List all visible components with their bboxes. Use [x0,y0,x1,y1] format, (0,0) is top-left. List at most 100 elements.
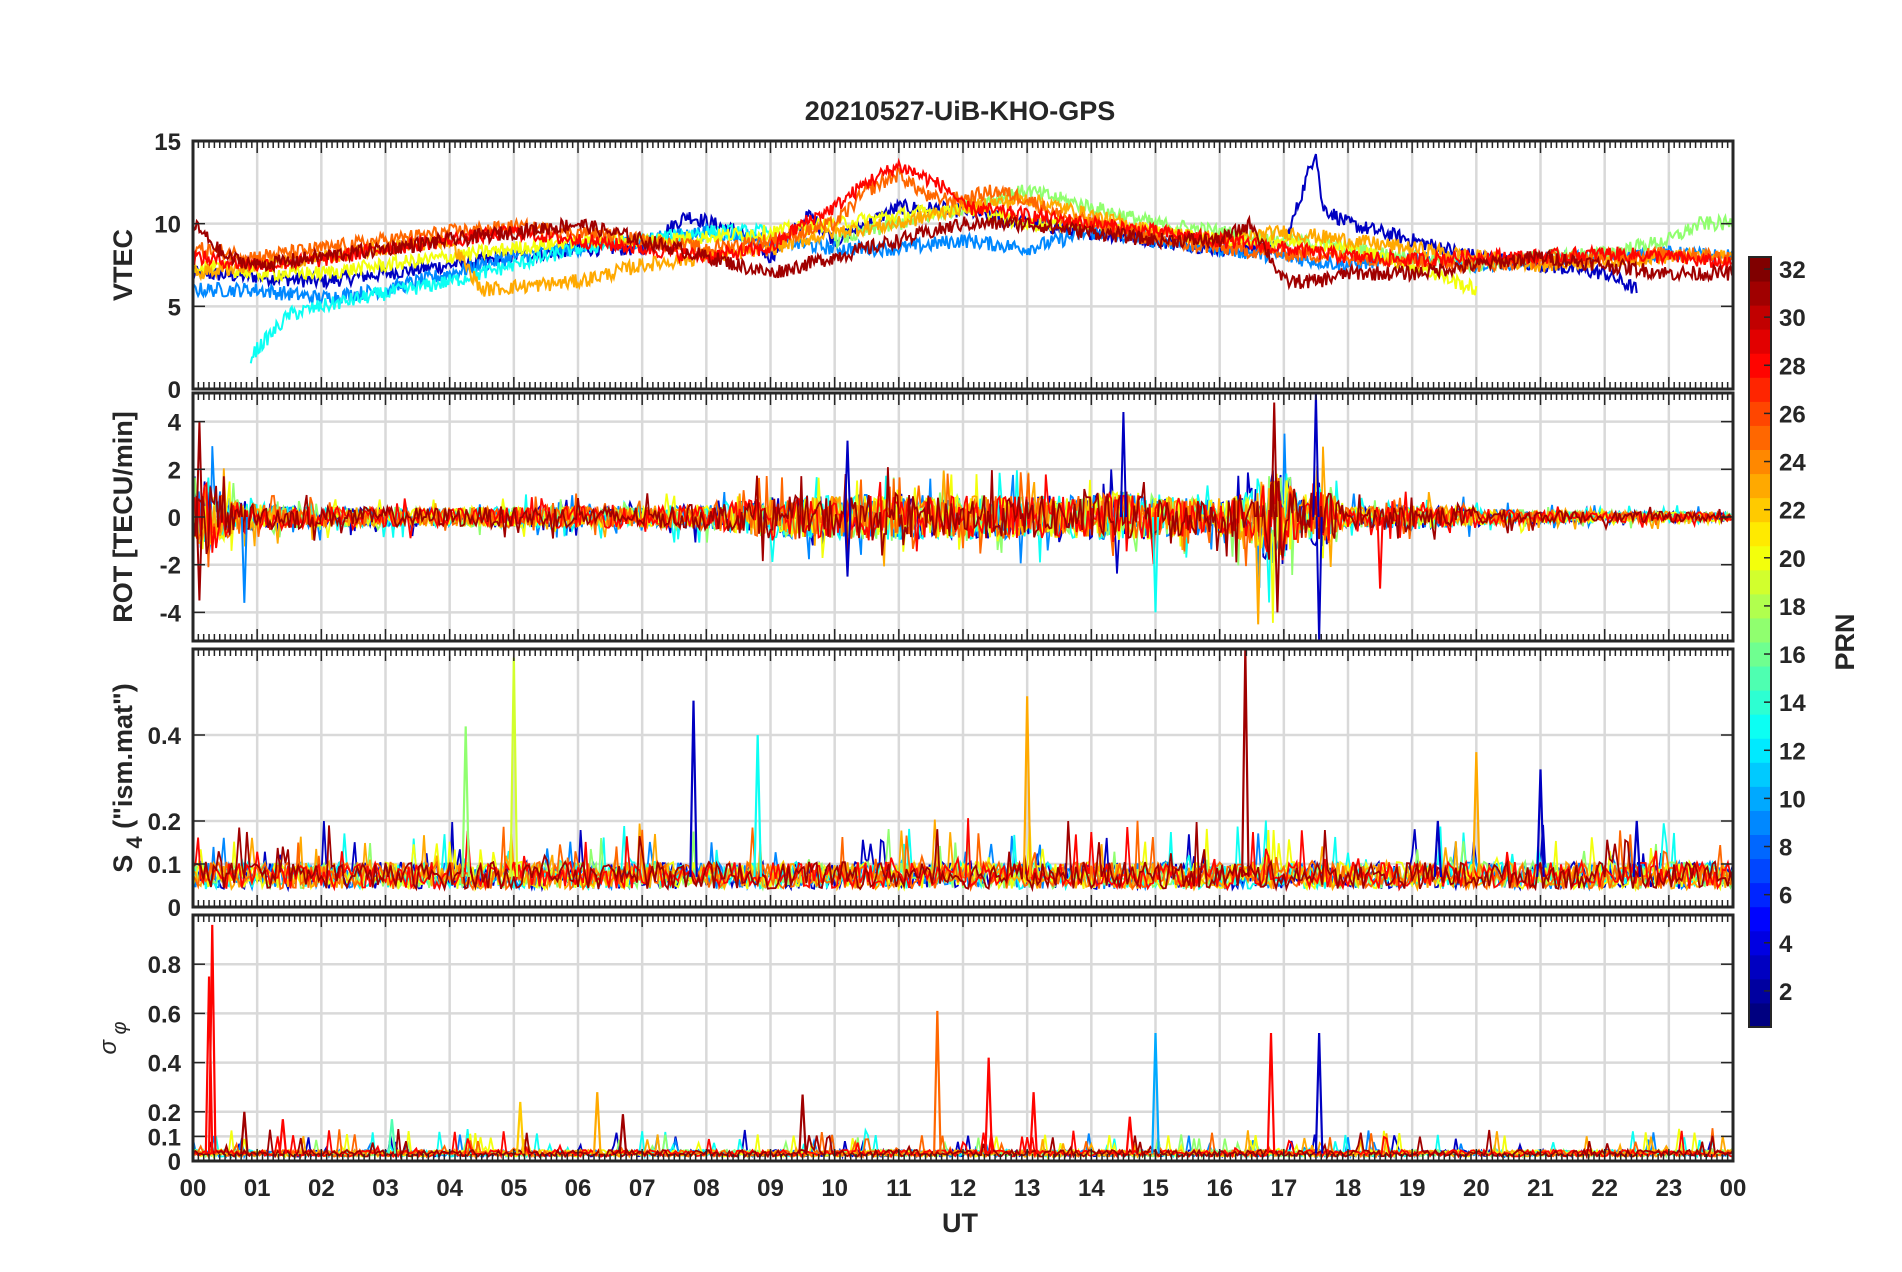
rot-spike [1315,516,1323,641]
colorbar-tick-label: 24 [1779,450,1806,477]
sigma-phi-spike [798,1094,807,1154]
panel-1: 0 5 10 15 VTEC [108,129,1735,404]
s4-spike [1536,769,1545,877]
y-tick-label: 0 [168,895,181,922]
colorbar-swatch [1749,642,1771,667]
s4-series-prn-31 [193,820,1733,893]
colorbar-swatch [1749,257,1771,282]
colorbar-tick-label: 30 [1779,305,1806,332]
colorbar-swatch [1749,738,1771,763]
colorbar-tick-label: 26 [1779,401,1806,428]
vtec-series-prn-31 [193,214,1733,291]
colorbar-swatch [1749,666,1771,691]
colorbar-swatch [1749,978,1771,1004]
colorbar-swatch [1749,281,1771,306]
rot-spike [1273,516,1281,613]
y-tick-label: -2 [160,553,181,580]
colorbar-swatch [1749,762,1771,787]
x-tick-label: 00 [180,1175,207,1202]
colorbar-swatch [1749,906,1771,932]
colorbar-swatch [1749,329,1771,354]
x-tick-label: 05 [500,1175,527,1202]
colorbar-tick-label: 10 [1779,786,1806,813]
x-tick-labels: 00 01 02 03 04 05 06 07 08 09 10 11 12 13 14 15 16 17 18 19… [180,1175,1747,1202]
x-tick-label: 10 [821,1175,848,1202]
sigma-phi-spike [387,1119,397,1154]
x-tick-label: 00 [1720,1175,1747,1202]
sigma-phi-spike [278,1119,288,1154]
colorbar-swatch [1749,497,1771,523]
s4-spike [1022,696,1032,877]
x-tick-label: 03 [372,1175,399,1202]
y-tick-label: 0.2 [148,1100,181,1127]
x-tick-label: 02 [308,1175,335,1202]
x-tick-label: 08 [693,1175,720,1202]
colorbar-swatch [1749,954,1771,980]
y-tick-label: 0.2 [148,809,181,836]
x-tick-label: 23 [1655,1175,1682,1202]
colorbar-label: PRN [1830,613,1860,670]
sigma-phi-spike [592,1092,602,1154]
colorbar-swatch [1749,714,1771,739]
vtec-series-prn-28 [193,157,1733,274]
rot-series-prn-28 [193,474,1732,565]
vtec-series-prn-9 [193,222,1733,305]
sigma-phi-spike [933,1010,942,1154]
colorbar-swatch [1749,545,1771,571]
plot-area [193,393,1732,641]
colorbar-tick-label: 8 [1779,835,1792,862]
colorbar-tick-label: 32 [1779,257,1806,284]
x-tick-label: 09 [757,1175,784,1202]
y-axis-label: ROT [TECU/min] [108,411,138,622]
rot-spike [195,516,203,601]
x-tick-label: 12 [950,1175,977,1202]
s4-series-prn-25 [193,820,1733,893]
s4-spike [1433,820,1443,877]
rot-spike [1254,516,1262,625]
colorbar-swatch [1749,930,1771,956]
rot-spike [1312,393,1320,518]
colorbar-tick-label: 22 [1779,498,1806,525]
colorbar-tick-label: 14 [1779,690,1806,717]
x-tick-label: 19 [1399,1175,1426,1202]
colorbar-swatch [1749,569,1771,595]
y-tick-label: 0.4 [148,723,182,750]
x-tick-label: 22 [1591,1175,1618,1202]
s4-spike [1632,820,1642,877]
sigma-phi-spike [618,1114,628,1154]
colorbar-tick-label: 6 [1779,883,1792,910]
rot-spike [1119,412,1127,518]
colorbar-swatch [1749,473,1771,499]
y-tick-label: 2 [168,457,181,484]
x-axis-label: UT [942,1208,978,1238]
sigma-phi-spike [1266,1033,1276,1154]
sigma-phi-spike [240,1111,249,1154]
y-axis-label: S 4 ("ism.mat") [108,683,147,873]
colorbar-tick-label: 12 [1779,738,1806,765]
y-tick-label: 0.8 [148,952,181,979]
sigma-phi-spike [204,976,214,1154]
y-tick-label: -4 [160,600,182,627]
colorbar-tick-label: 18 [1779,594,1806,621]
y-axis-label: σ φ [95,1021,131,1054]
colorbar-swatch [1749,425,1771,450]
s4-spike [1241,649,1250,877]
vtec-series-prn-3 [193,153,1638,294]
sigma-phi-spike [515,1101,525,1154]
x-tick-label: 17 [1270,1175,1297,1202]
colorbar-tick-label: 28 [1779,353,1806,380]
colorbar-swatch [1749,521,1771,547]
s4-spike [1472,752,1481,877]
colorbar-swatch [1749,377,1771,402]
sigma-phi-spike [1151,1033,1160,1154]
x-tick-label: 11 [886,1175,911,1202]
s4-spike [461,726,471,877]
rot-spike [843,516,852,577]
y-tick-label: 15 [154,129,181,156]
rot-spike [843,440,852,518]
rot-spike [1270,402,1278,518]
colorbar-swatch [1749,858,1771,884]
